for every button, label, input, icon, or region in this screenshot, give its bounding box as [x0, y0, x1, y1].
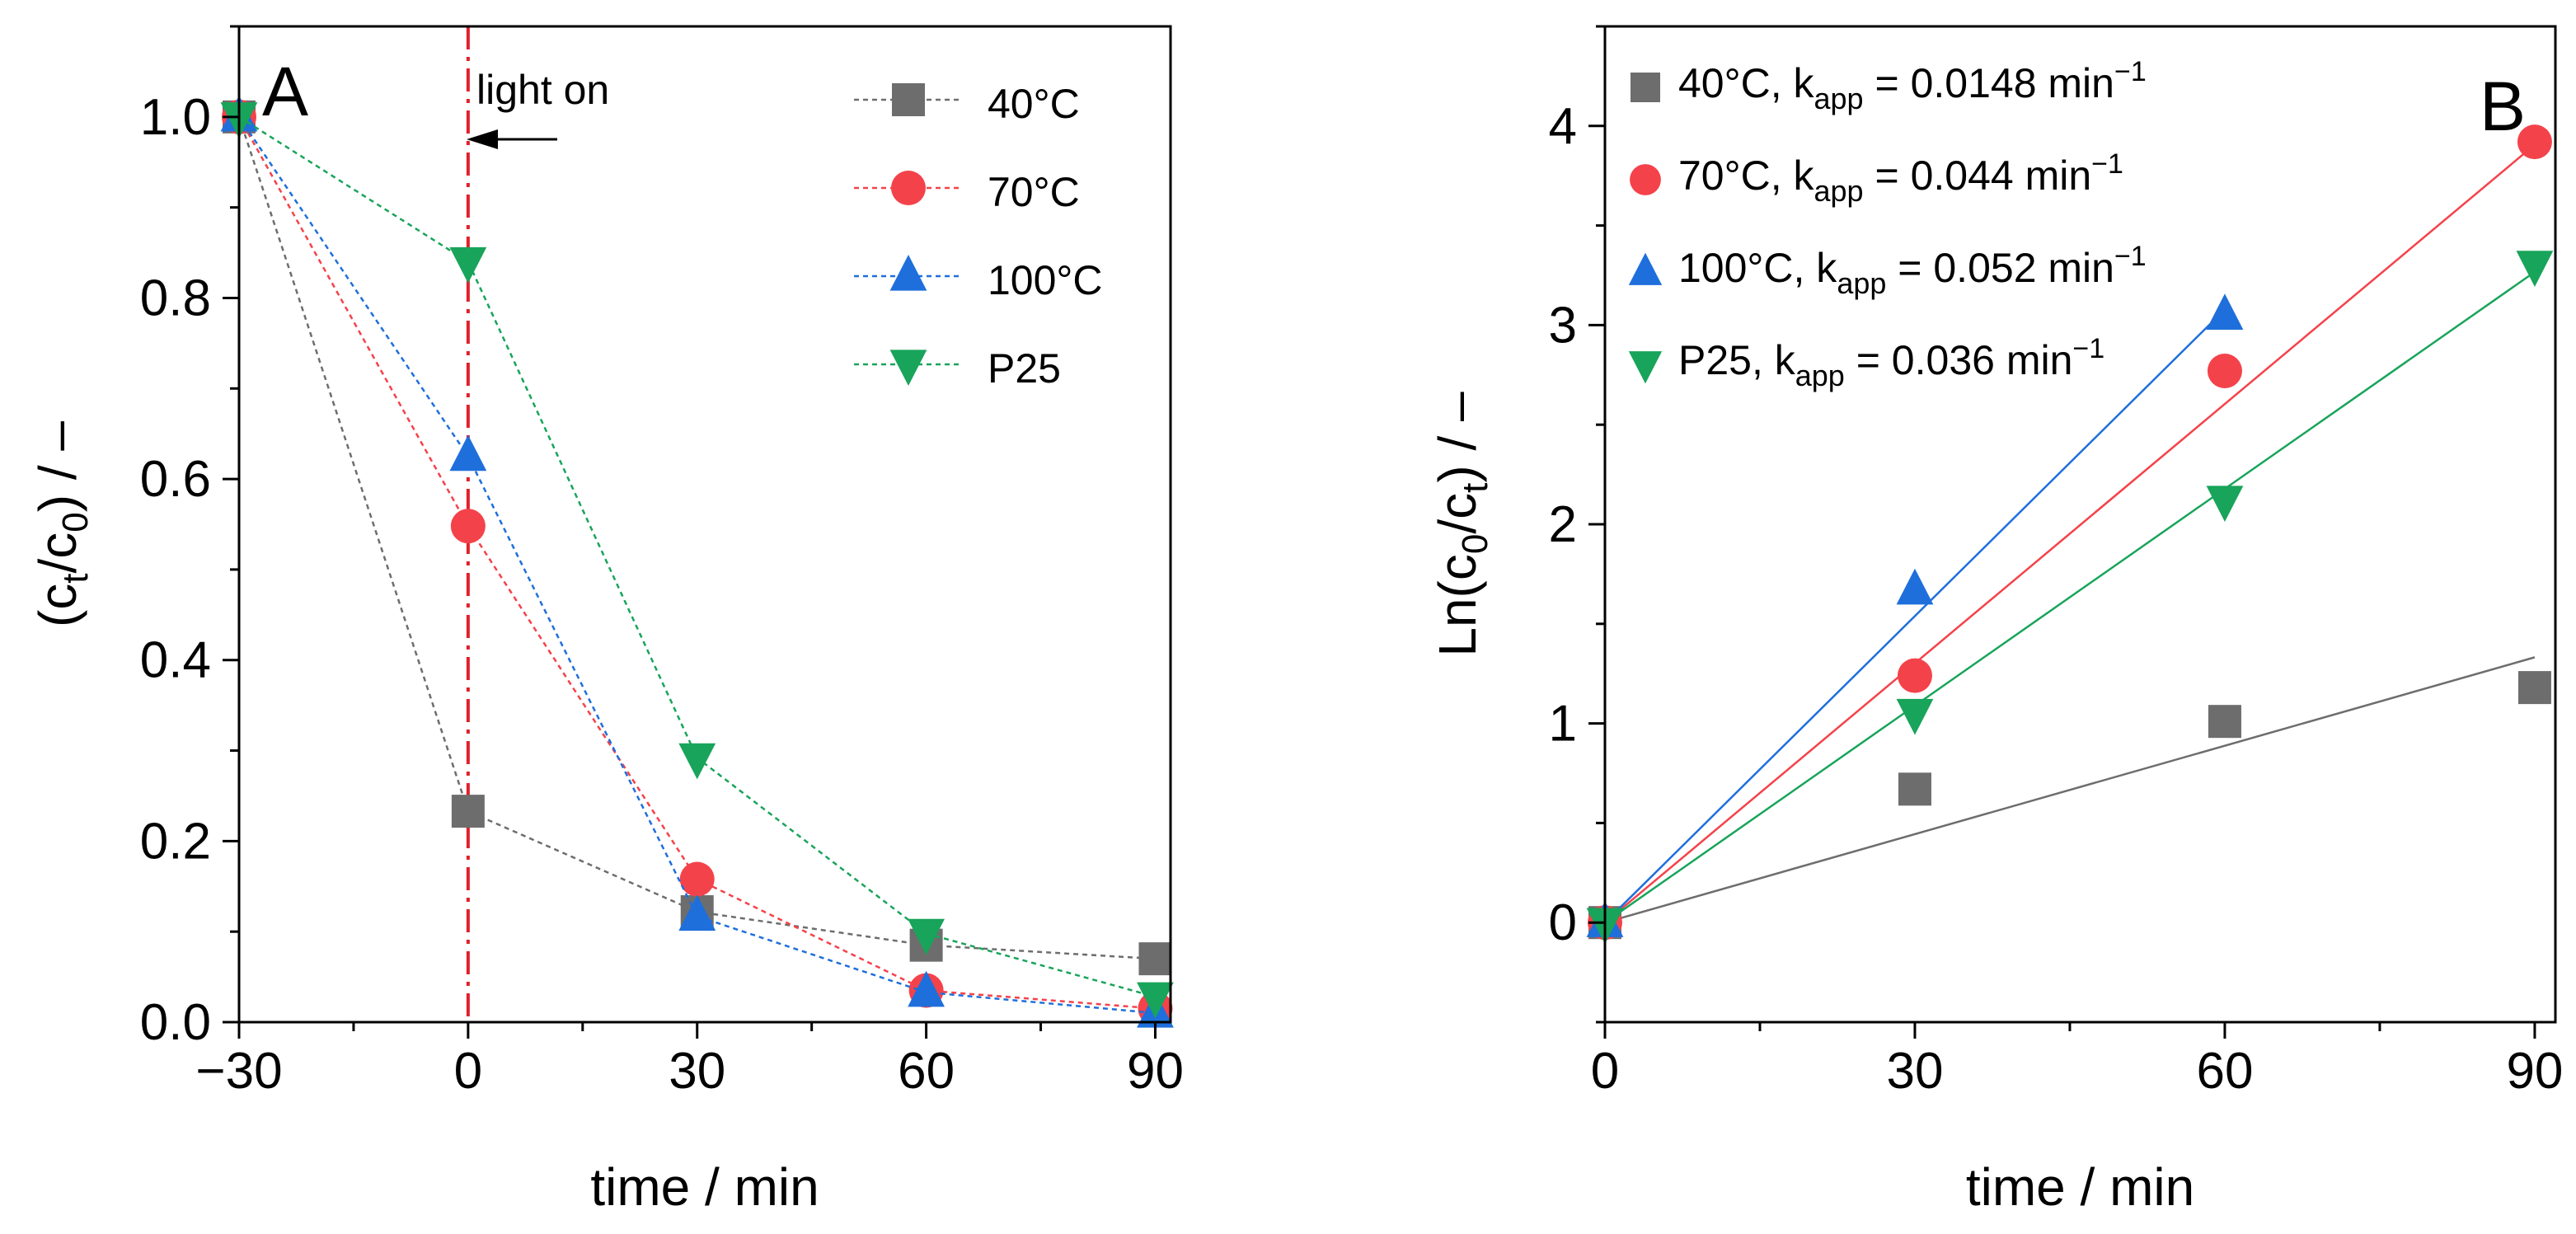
legend-b: 40°C, kapp = 0.0148 min−1 70°C, kapp = 0.… [1628, 56, 2147, 392]
x-tick-label: 90 [1127, 1043, 1184, 1100]
series-line [237, 116, 1156, 960]
data-point [449, 246, 487, 284]
x-tick-label: 30 [669, 1043, 725, 1100]
x-tick-label: 0 [1591, 1043, 1619, 1100]
legend-label: 40°C, kapp = 0.0148 min−1 [1678, 56, 2147, 115]
legend-marker [1628, 351, 1663, 384]
fit-line [1604, 308, 2226, 924]
y-tick-label: 0.6 [140, 451, 211, 508]
panel-a: −30 0 30 60 90 0.0 0.2 0.4 0.6 0.8 1.0 time / min (c… [28, 25, 1184, 1217]
data-point [1138, 942, 1172, 976]
legend-label: 100°C, kapp = 0.052 min−1 [1678, 241, 2147, 300]
x-axis-title: time / min [590, 1157, 819, 1217]
legend-marker [889, 254, 927, 291]
data-point [2206, 486, 2244, 523]
series-3 [220, 102, 1174, 1019]
y-tick-label: 0.2 [140, 813, 211, 870]
y-tick-label: 0.4 [140, 632, 211, 689]
series-0 [223, 100, 1172, 976]
legend-label: 40°C [988, 81, 1080, 127]
x-tick-label: 90 [2506, 1043, 2563, 1100]
y-tick-label: 0.8 [140, 270, 211, 326]
fit-line [1604, 270, 2536, 924]
light-on-label: light on [476, 67, 609, 113]
legend-label: P25, kapp = 0.036 min−1 [1678, 333, 2104, 392]
y-tick-label: 1.0 [140, 89, 211, 146]
data-point [451, 795, 485, 828]
plot-frame [237, 25, 1172, 1024]
y-tick-label: 1 [1549, 696, 1577, 753]
x-tick-label: 30 [1886, 1043, 1943, 1100]
data-point [2517, 124, 2552, 160]
y-axis-title: (ct/c0) / – [28, 421, 96, 627]
legend-label: 100°C [988, 257, 1103, 303]
data-point [2517, 671, 2551, 705]
light-on-arrowhead [467, 129, 498, 149]
data-point [1896, 698, 1934, 735]
series-1 [1588, 124, 2552, 941]
fit-line [1604, 656, 2536, 924]
legend-marker [892, 83, 925, 116]
data-point [679, 861, 715, 897]
fit-line [1604, 143, 2536, 924]
data-point [450, 509, 486, 544]
legend-marker [1631, 73, 1660, 102]
panel-label-a: A [262, 53, 308, 130]
data-point [908, 970, 945, 1007]
panel-label-b: B [2480, 68, 2526, 145]
series-1 [222, 99, 1173, 1026]
x-tick-label: 60 [898, 1043, 955, 1100]
data-point [908, 918, 945, 955]
x-tick-label: 0 [454, 1043, 482, 1100]
y-axis-title: Ln(c0/ct) / – [1428, 392, 1495, 657]
x-axis-title: time / min [1966, 1157, 2194, 1217]
data-point [2516, 251, 2554, 287]
series-3 [1586, 251, 2554, 945]
y-tick-label: 4 [1549, 98, 1577, 155]
legend-a: 40°C 70°C 100°C P25 [854, 81, 1103, 392]
data-point [678, 894, 716, 931]
series-2 [1586, 293, 2244, 937]
data-point [678, 743, 716, 780]
data-point [1897, 658, 1932, 693]
series-line [237, 116, 1156, 1015]
y-tick-label: 0.0 [140, 994, 211, 1051]
panel-b: 0 30 60 90 0 1 2 3 4 time / min Ln(c0/ct) / – B 40°C… [1428, 25, 2563, 1217]
legend-marker [889, 350, 927, 387]
series-0 [1588, 656, 2551, 940]
legend-marker [891, 171, 926, 205]
y-tick-label: 3 [1549, 297, 1577, 354]
data-point [2208, 705, 2241, 739]
data-point [1896, 568, 1934, 605]
legend-label: 70°C [988, 169, 1080, 215]
legend-marker [1628, 252, 1663, 285]
data-point [1137, 982, 1174, 1019]
data-point [2206, 293, 2244, 330]
legend-marker [1630, 164, 1661, 195]
x-tick-label: 60 [2196, 1043, 2253, 1100]
data-point [449, 434, 487, 472]
y-tick-label: 0 [1549, 894, 1577, 951]
x-tick-label: −30 [195, 1043, 282, 1100]
legend-label: 70°C, kapp = 0.044 min−1 [1678, 148, 2123, 208]
y-tick-label: 2 [1549, 496, 1577, 553]
legend-label: P25 [988, 345, 1061, 392]
data-point [1898, 772, 1931, 806]
data-point [2207, 353, 2242, 388]
